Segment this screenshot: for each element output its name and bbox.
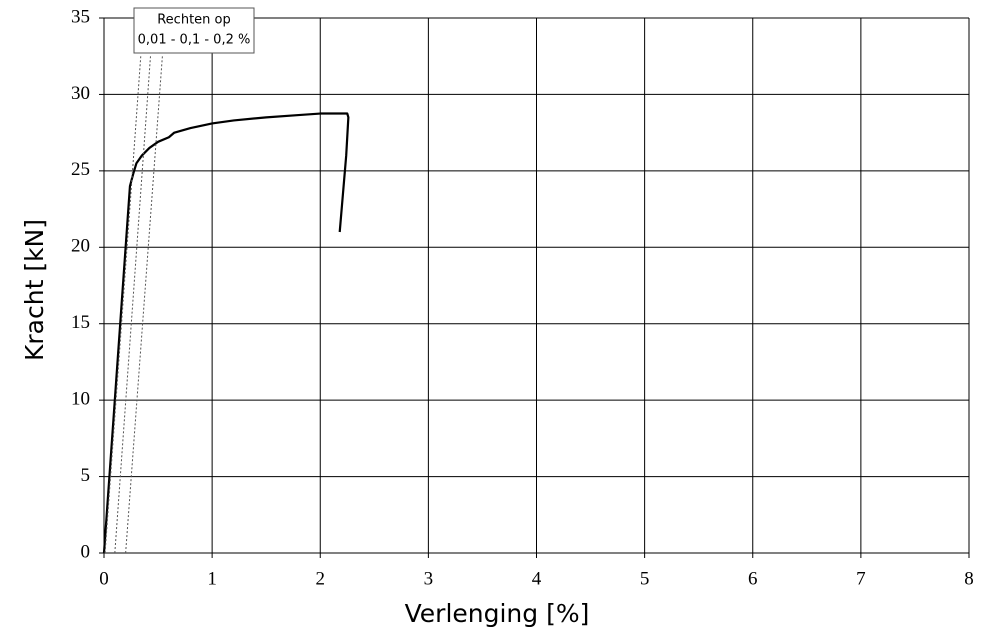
- reference-line: [114, 56, 151, 554]
- plot-area: 0 5 10 15 20 25 30 35 0 1 2 3 4 5 6 7 8: [71, 6, 974, 589]
- data-line: [102, 112, 350, 554]
- y-tick-label: 25: [71, 159, 90, 180]
- x-tick-label: 7: [856, 568, 866, 589]
- y-axis-title: Kracht [kN]: [20, 219, 49, 361]
- x-tick-label: 5: [640, 568, 650, 589]
- annotation-title: Rechten op: [157, 13, 231, 28]
- x-tick-label: 8: [964, 568, 974, 589]
- y-tick-label: 5: [81, 465, 91, 486]
- reference-line: [125, 56, 163, 554]
- x-tick-label: 6: [748, 568, 758, 589]
- annotation-text: 0,01 - 0,1 - 0,2 %: [138, 33, 251, 48]
- x-tick-label: 0: [99, 568, 109, 589]
- y-tick-label: 20: [71, 236, 90, 257]
- y-tick-label: 35: [71, 6, 90, 27]
- y-tick-label: 30: [71, 83, 90, 104]
- x-tick-label: 2: [316, 568, 326, 589]
- y-tick-label: 15: [71, 312, 90, 333]
- y-tick-label: 10: [71, 389, 90, 410]
- x-tick-label: 1: [207, 568, 217, 589]
- reference-line: [104, 56, 142, 554]
- x-tick-label: 3: [424, 568, 434, 589]
- y-tick-label: 0: [81, 541, 91, 562]
- annotation-box: [133, 7, 255, 54]
- x-axis-title: Verlenging [%]: [405, 599, 590, 628]
- x-tick-label: 4: [532, 568, 542, 589]
